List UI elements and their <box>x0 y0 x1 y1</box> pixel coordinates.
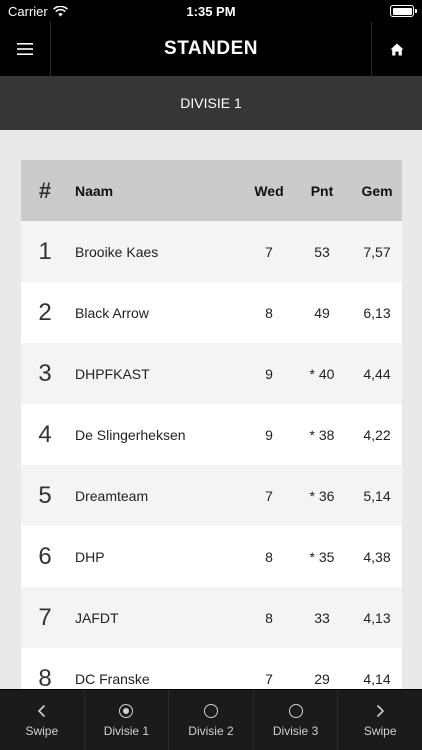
row-points: 49 <box>314 304 330 321</box>
row-points: * 38 <box>309 426 335 443</box>
row-average: 4,38 <box>363 548 391 565</box>
table-row[interactable]: 5 Dreamteam 7 * 36 5,14 <box>21 465 402 526</box>
row-average: 6,13 <box>363 304 391 321</box>
header-points: Pnt <box>310 182 334 199</box>
row-points: * 35 <box>309 548 335 565</box>
table-row[interactable]: 3 DHPFKAST 9 * 40 4,44 <box>21 343 402 404</box>
table-row[interactable]: 7 JAFDT 8 33 4,13 <box>21 587 402 648</box>
row-points: * 40 <box>309 365 335 382</box>
wifi-icon <box>52 6 68 17</box>
row-played: 9 <box>265 365 273 382</box>
chevron-left-icon <box>37 704 45 718</box>
row-points: 29 <box>314 670 330 687</box>
row-rank: 4 <box>38 420 52 448</box>
row-team-name: Black Arrow <box>75 304 149 321</box>
tab-divisie-2[interactable]: Divisie 2 <box>169 690 254 750</box>
row-played: 7 <box>265 670 273 687</box>
row-team-name: Brooike Kaes <box>75 243 159 260</box>
tab-label: Divisie 3 <box>272 724 319 738</box>
tab-swipe-next[interactable]: Swipe <box>338 690 422 750</box>
header-average: Gem <box>361 182 393 199</box>
table-row[interactable]: 2 Black Arrow 8 49 6,13 <box>21 282 402 343</box>
row-team-name: DHPFKAST <box>75 365 150 382</box>
row-played: 8 <box>265 304 273 321</box>
tab-divisie-1[interactable]: Divisie 1 <box>85 690 170 750</box>
row-played: 7 <box>265 243 273 260</box>
nav-bar: STANDEN <box>0 22 422 76</box>
carrier-label: Carrier <box>8 4 48 19</box>
radio-icon <box>288 704 303 718</box>
row-average: 4,22 <box>363 426 391 443</box>
table-row[interactable]: 1 Brooike Kaes 7 53 7,57 <box>21 221 402 282</box>
row-played: 8 <box>265 609 273 626</box>
row-average: 5,14 <box>363 487 391 504</box>
table-row[interactable]: 6 DHP 8 * 35 4,38 <box>21 526 402 587</box>
row-played: 7 <box>265 487 273 504</box>
row-rank: 8 <box>38 664 52 692</box>
row-rank: 6 <box>38 542 52 570</box>
row-rank: 1 <box>38 237 52 265</box>
chevron-right-icon <box>377 704 385 718</box>
standings-table: # Naam Wed Pnt Gem 1 Brooike Kaes 7 53 7… <box>21 160 402 709</box>
row-points: * 36 <box>309 487 335 504</box>
clock: 1:35 PM <box>186 4 236 19</box>
row-team-name: JAFDT <box>75 609 119 626</box>
row-points: 53 <box>314 243 330 260</box>
tab-label: Swipe <box>363 724 397 738</box>
header-played: Wed <box>254 182 284 199</box>
row-average: 4,44 <box>363 365 391 382</box>
tab-swipe-previous[interactable]: Swipe <box>0 690 85 750</box>
header-rank: # <box>38 177 52 203</box>
home-icon <box>390 43 404 55</box>
row-average: 7,57 <box>363 243 391 260</box>
row-average: 4,13 <box>363 609 391 626</box>
division-header: DIVISIE 1 <box>0 76 422 130</box>
menu-button[interactable] <box>0 22 51 76</box>
table-header-row: # Naam Wed Pnt Gem <box>21 160 402 221</box>
hamburger-icon <box>17 43 33 55</box>
row-team-name: DHP <box>75 548 105 565</box>
row-team-name: Dreamteam <box>75 487 149 504</box>
row-played: 8 <box>265 548 273 565</box>
row-average: 4,14 <box>363 670 391 687</box>
home-button[interactable] <box>371 22 422 76</box>
row-rank: 7 <box>38 603 52 631</box>
bottom-tab-bar: Swipe Divisie 1 Divisie 2 Divisie 3 Swip… <box>0 689 422 750</box>
carrier-info: Carrier <box>8 4 68 19</box>
radio-icon <box>203 704 218 718</box>
page-title: STANDEN <box>164 38 258 59</box>
tab-label: Divisie 2 <box>188 724 234 738</box>
row-team-name: De Slingerheksen <box>75 426 186 443</box>
tab-divisie-3[interactable]: Divisie 3 <box>254 690 339 750</box>
battery-icon <box>390 5 417 17</box>
row-team-name: DC Franske <box>75 670 150 687</box>
row-rank: 2 <box>38 298 52 326</box>
header-name: Naam <box>75 182 114 199</box>
tab-label: Divisie 1 <box>103 724 150 738</box>
row-points: 33 <box>314 609 330 626</box>
table-row[interactable]: 4 De Slingerheksen 9 * 38 4,22 <box>21 404 402 465</box>
status-bar: Carrier 1:35 PM <box>0 0 422 22</box>
row-rank: 3 <box>38 359 52 387</box>
tab-label: Swipe <box>25 724 59 738</box>
row-played: 9 <box>265 426 273 443</box>
radio-selected-icon <box>119 704 134 718</box>
row-rank: 5 <box>38 481 52 509</box>
